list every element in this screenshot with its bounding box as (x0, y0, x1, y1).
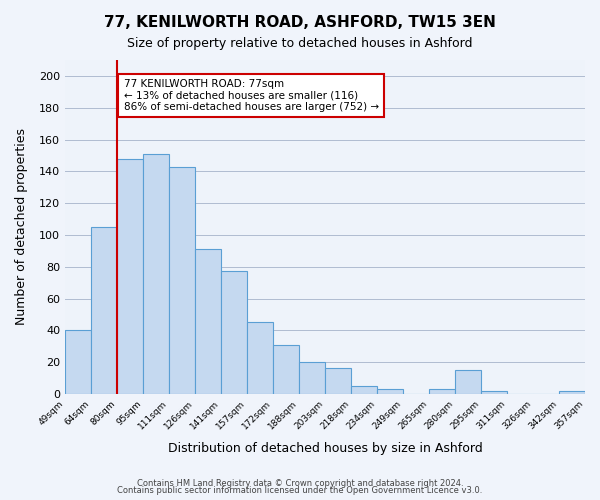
Bar (455, 370, 481, 394)
Bar (429, 389, 455, 394)
Bar (325, 368, 351, 394)
Text: 77 KENILWORTH ROAD: 77sqm
← 13% of detached houses are smaller (116)
86% of semi: 77 KENILWORTH ROAD: 77sqm ← 13% of detac… (124, 79, 379, 112)
Bar (91, 227, 117, 394)
Bar (169, 166, 195, 394)
Bar (351, 386, 377, 394)
Bar (117, 158, 143, 394)
Bar (299, 362, 325, 394)
X-axis label: Distribution of detached houses by size in Ashford: Distribution of detached houses by size … (167, 442, 482, 455)
Text: Contains HM Land Registry data © Crown copyright and database right 2024.: Contains HM Land Registry data © Crown c… (137, 478, 463, 488)
Bar (377, 389, 403, 394)
Bar (221, 272, 247, 394)
Bar (247, 322, 273, 394)
Bar (195, 249, 221, 394)
Bar (65, 330, 91, 394)
Y-axis label: Number of detached properties: Number of detached properties (15, 128, 28, 326)
Bar (559, 391, 585, 394)
Text: 77, KENILWORTH ROAD, ASHFORD, TW15 3EN: 77, KENILWORTH ROAD, ASHFORD, TW15 3EN (104, 15, 496, 30)
Bar (143, 154, 169, 394)
Bar (481, 391, 507, 394)
Text: Contains public sector information licensed under the Open Government Licence v3: Contains public sector information licen… (118, 486, 482, 495)
Text: Size of property relative to detached houses in Ashford: Size of property relative to detached ho… (127, 38, 473, 51)
Bar (273, 344, 299, 394)
